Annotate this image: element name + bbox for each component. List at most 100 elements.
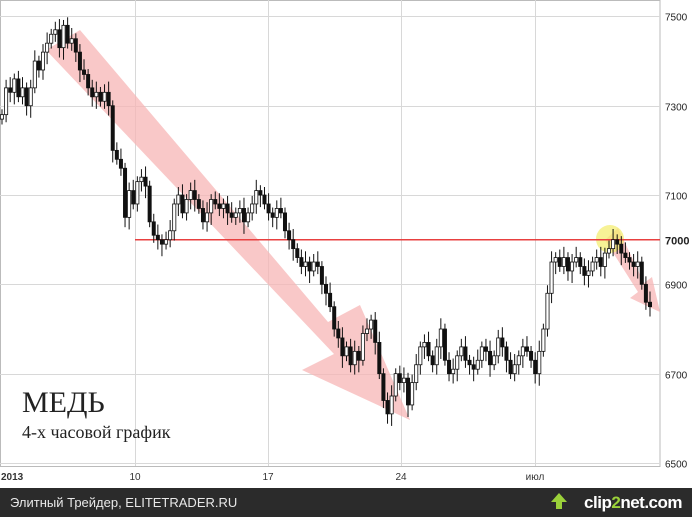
candle-body (118, 158, 123, 169)
candle-body (32, 60, 37, 89)
candle-body (594, 257, 599, 263)
candle-body (643, 283, 648, 303)
candle-body (221, 203, 226, 209)
candle-body (451, 368, 456, 375)
candle-body (430, 355, 435, 366)
candle-body (598, 257, 603, 267)
candle-body (410, 382, 415, 406)
candle-body (520, 346, 525, 357)
candle-body (69, 38, 74, 44)
x-tick-label: 10 (129, 472, 141, 483)
candle-body (41, 51, 46, 71)
candle-layer (0, 17, 653, 426)
candle-body (0, 114, 4, 120)
candle-body (377, 342, 382, 375)
candle-body (307, 261, 312, 272)
candle-body (213, 199, 218, 205)
candle-body (529, 350, 534, 361)
x-tick-label: 17 (262, 472, 274, 483)
candle-body (504, 346, 509, 361)
candle-body (373, 319, 378, 343)
candle-body (401, 377, 406, 384)
candle-body (143, 176, 148, 187)
candle-body (180, 194, 185, 214)
candle-body (237, 208, 242, 214)
chart-subtitle: 4-х часовой график (22, 422, 171, 442)
candle-body (172, 203, 177, 232)
candle-body (422, 342, 427, 348)
candle-body (590, 261, 595, 272)
candle-body (541, 328, 546, 352)
source-label: Элитный Трейдер, ELITETRADER.RU (10, 495, 238, 510)
brand-part-clip: clip (584, 493, 612, 512)
chart-title: МЕДЬ (22, 386, 105, 419)
x-tick-label: 2013 (1, 472, 24, 483)
candle-body (500, 337, 505, 348)
candle-body (323, 283, 328, 294)
candle-body (168, 230, 173, 241)
candle-body (602, 252, 607, 267)
candle-body (463, 346, 468, 361)
candle-body (151, 221, 156, 236)
candle-body (512, 364, 517, 375)
candle-body (328, 292, 333, 308)
candle-body (209, 199, 214, 214)
candle-body (360, 333, 365, 361)
candle-body (254, 190, 259, 205)
candle-body (77, 51, 82, 71)
candle-body (282, 212, 287, 232)
candle-body (90, 87, 95, 98)
y-tick-label: 7300 (665, 103, 688, 114)
candle-body (98, 91, 103, 102)
candle-body (414, 364, 419, 384)
candle-body (565, 257, 570, 272)
candle-body (164, 239, 169, 245)
candle-body (200, 208, 205, 223)
candle-body (184, 199, 189, 214)
candle-body (131, 190, 136, 205)
candle-body (397, 373, 402, 384)
candle-body (447, 359, 452, 375)
candle-body (12, 78, 17, 93)
candle-body (159, 239, 164, 245)
candle-body (86, 74, 91, 89)
candle-body (287, 230, 292, 241)
candle-body (442, 328, 447, 361)
candle-body (4, 87, 9, 116)
candle-body (648, 301, 653, 308)
candle-body (619, 243, 624, 254)
brand-part-net: net (620, 493, 645, 512)
candle-body (319, 266, 324, 285)
candle-body (606, 248, 611, 254)
candle-body (582, 266, 587, 276)
candle-body (586, 270, 591, 276)
candle-body (348, 346, 353, 366)
x-tick-label: июл (526, 472, 545, 483)
candle-body (623, 252, 628, 258)
candle-body (270, 212, 275, 218)
candle-body (508, 359, 513, 375)
candle-body (406, 377, 411, 406)
candle-body (24, 87, 29, 107)
candle-body (340, 337, 345, 357)
footer-bar: Элитный Трейдер, ELITETRADER.RU clip2net… (0, 488, 692, 517)
y-tick-label: 6700 (665, 371, 688, 382)
brand-logo: clip2net.com (584, 493, 682, 513)
candle-body (49, 33, 54, 44)
candle-body (537, 350, 542, 375)
candle-body (16, 78, 21, 98)
candle-body (549, 261, 554, 294)
candle-body (315, 261, 320, 267)
candle-body (36, 60, 41, 71)
candle-body (578, 257, 583, 267)
candle-body (278, 208, 283, 214)
candle-body (295, 248, 300, 258)
candle-body (553, 257, 558, 263)
candle-body (250, 203, 255, 214)
candle-body (258, 190, 263, 196)
candle-body (196, 199, 201, 209)
candle-body (635, 261, 640, 267)
candle-body (123, 167, 128, 218)
candle-body (381, 373, 386, 401)
